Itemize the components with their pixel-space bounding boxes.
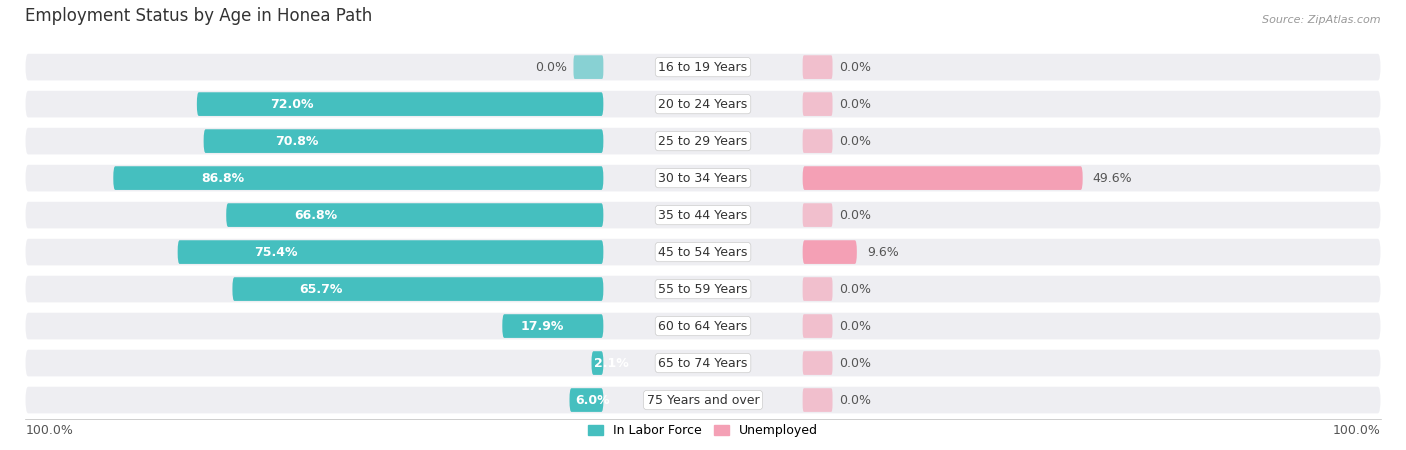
FancyBboxPatch shape — [803, 92, 832, 116]
FancyBboxPatch shape — [803, 129, 832, 153]
Text: 72.0%: 72.0% — [270, 98, 314, 111]
Text: 70.8%: 70.8% — [276, 135, 319, 148]
FancyBboxPatch shape — [197, 92, 603, 116]
FancyBboxPatch shape — [569, 388, 603, 412]
Text: 9.6%: 9.6% — [868, 246, 898, 259]
Text: 35 to 44 Years: 35 to 44 Years — [658, 209, 748, 221]
Text: 45 to 54 Years: 45 to 54 Years — [658, 246, 748, 259]
Text: Employment Status by Age in Honea Path: Employment Status by Age in Honea Path — [25, 7, 373, 25]
Text: 2.1%: 2.1% — [593, 356, 628, 369]
Text: 0.0%: 0.0% — [839, 283, 872, 296]
Text: 100.0%: 100.0% — [1333, 424, 1381, 437]
FancyBboxPatch shape — [25, 239, 1381, 266]
FancyBboxPatch shape — [803, 277, 832, 301]
FancyBboxPatch shape — [232, 277, 603, 301]
FancyBboxPatch shape — [114, 166, 603, 190]
Text: 0.0%: 0.0% — [839, 135, 872, 148]
FancyBboxPatch shape — [803, 388, 832, 412]
FancyBboxPatch shape — [803, 55, 832, 79]
Text: 0.0%: 0.0% — [839, 209, 872, 221]
FancyBboxPatch shape — [226, 203, 603, 227]
Text: 65 to 74 Years: 65 to 74 Years — [658, 356, 748, 369]
Text: 60 to 64 Years: 60 to 64 Years — [658, 320, 748, 333]
FancyBboxPatch shape — [803, 314, 832, 338]
Text: 25 to 29 Years: 25 to 29 Years — [658, 135, 748, 148]
Text: 0.0%: 0.0% — [839, 356, 872, 369]
FancyBboxPatch shape — [803, 166, 1083, 190]
Text: 55 to 59 Years: 55 to 59 Years — [658, 283, 748, 296]
Text: 16 to 19 Years: 16 to 19 Years — [658, 61, 748, 74]
Text: 65.7%: 65.7% — [299, 283, 343, 296]
FancyBboxPatch shape — [25, 276, 1381, 302]
Text: 0.0%: 0.0% — [534, 61, 567, 74]
FancyBboxPatch shape — [25, 387, 1381, 414]
Text: 86.8%: 86.8% — [201, 171, 245, 184]
Text: Source: ZipAtlas.com: Source: ZipAtlas.com — [1263, 14, 1381, 25]
Text: 30 to 34 Years: 30 to 34 Years — [658, 171, 748, 184]
FancyBboxPatch shape — [803, 203, 832, 227]
FancyBboxPatch shape — [25, 91, 1381, 117]
FancyBboxPatch shape — [803, 240, 856, 264]
Text: 17.9%: 17.9% — [520, 320, 564, 333]
FancyBboxPatch shape — [25, 202, 1381, 229]
Text: 49.6%: 49.6% — [1092, 171, 1132, 184]
FancyBboxPatch shape — [25, 350, 1381, 376]
Text: 75 Years and over: 75 Years and over — [647, 394, 759, 406]
Text: 6.0%: 6.0% — [575, 394, 610, 406]
FancyBboxPatch shape — [25, 54, 1381, 81]
Text: 0.0%: 0.0% — [839, 394, 872, 406]
FancyBboxPatch shape — [204, 129, 603, 153]
FancyBboxPatch shape — [25, 313, 1381, 339]
FancyBboxPatch shape — [25, 165, 1381, 191]
FancyBboxPatch shape — [25, 128, 1381, 154]
Text: 75.4%: 75.4% — [254, 246, 298, 259]
FancyBboxPatch shape — [574, 55, 603, 79]
FancyBboxPatch shape — [592, 351, 603, 375]
FancyBboxPatch shape — [803, 351, 832, 375]
FancyBboxPatch shape — [177, 240, 603, 264]
Text: 20 to 24 Years: 20 to 24 Years — [658, 98, 748, 111]
Text: 0.0%: 0.0% — [839, 320, 872, 333]
Legend: In Labor Force, Unemployed: In Labor Force, Unemployed — [583, 419, 823, 442]
Text: 0.0%: 0.0% — [839, 61, 872, 74]
Text: 66.8%: 66.8% — [294, 209, 337, 221]
FancyBboxPatch shape — [502, 314, 603, 338]
Text: 0.0%: 0.0% — [839, 98, 872, 111]
Text: 100.0%: 100.0% — [25, 424, 73, 437]
